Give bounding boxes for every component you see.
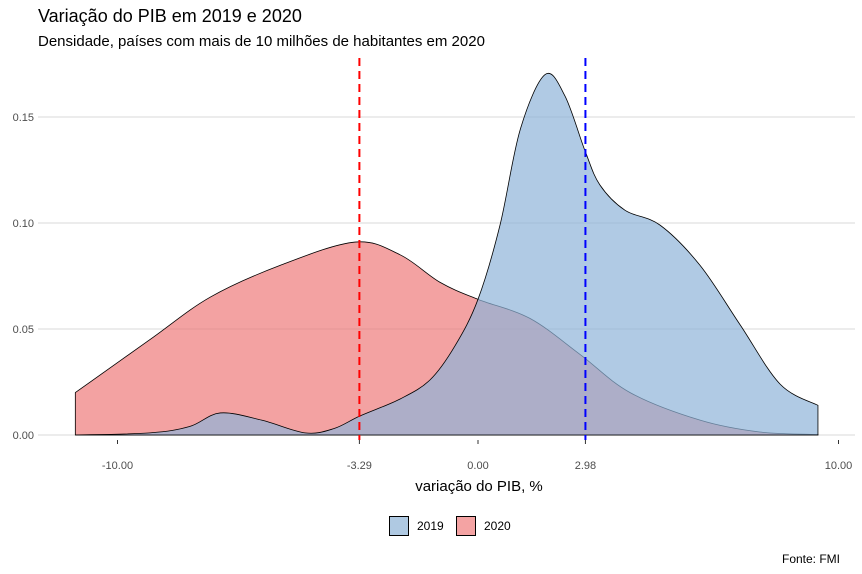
x-tick-label: -3.29 [347, 460, 372, 472]
density-2019 [75, 72, 819, 436]
x-axis-label: variação do PIB, % [415, 478, 543, 495]
x-tick-label: 0.00 [467, 460, 488, 472]
x-tick-label: 10.00 [825, 460, 853, 472]
y-tick-label: 0.05 [13, 324, 34, 336]
x-tick-label: -10.00 [102, 460, 133, 472]
y-tick-label: 0.15 [13, 112, 34, 124]
chart-subtitle: Densidade, países com mais de 10 milhões… [38, 33, 485, 50]
legend-swatch-2020 [456, 516, 476, 536]
legend-label-2020: 2020 [484, 519, 511, 533]
x-tick-label: 2.98 [575, 460, 596, 472]
legend-swatch-2019 [389, 516, 409, 536]
legend-item-2020: 2020 [456, 516, 511, 536]
legend-label-2019: 2019 [417, 519, 444, 533]
y-tick-label: 0.00 [13, 430, 34, 442]
y-tick-label: 0.10 [13, 218, 34, 230]
legend-item-2019: 2019 [389, 516, 444, 536]
chart-title: Variação do PIB em 2019 e 2020 [38, 6, 302, 26]
caption: Fonte: FMI [781, 552, 840, 566]
